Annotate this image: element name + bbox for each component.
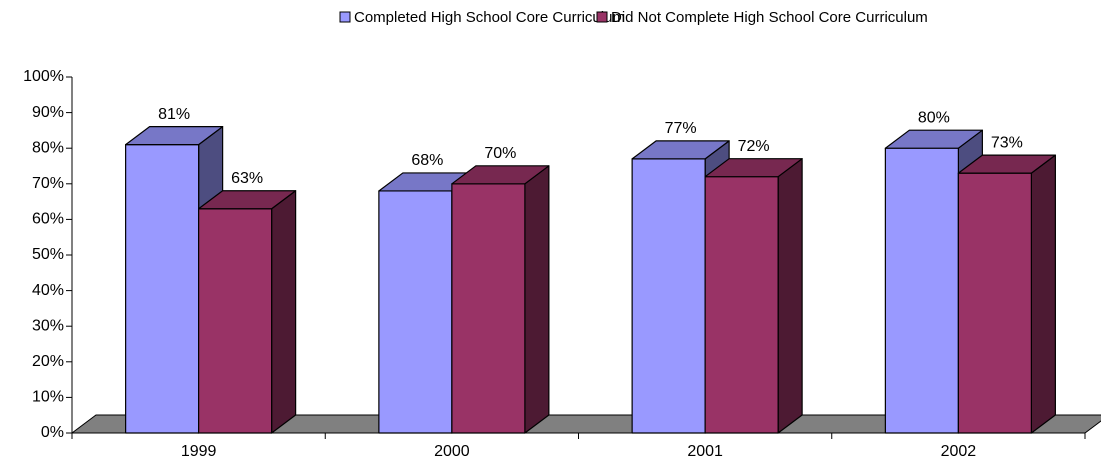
value-label: 77% [665,120,697,137]
bar-top [451,165,550,185]
bar-top [198,190,297,210]
bar-top [704,158,803,178]
bar [198,208,273,434]
bar [378,190,453,434]
value-label: 63% [231,170,263,187]
x-tick-label: 2002 [941,443,977,460]
y-tick-label: 30% [32,317,64,334]
y-tick-label: 80% [32,139,64,156]
value-label: 72% [738,138,770,155]
value-label: 73% [991,134,1023,151]
legend-label: Completed High School Core Curriculum [354,9,625,26]
y-tick-label: 10% [32,389,64,406]
y-tick-label: 50% [32,246,64,263]
value-label: 70% [484,145,516,162]
value-label: 80% [918,109,950,126]
value-label: 81% [158,106,190,123]
y-tick-label: 20% [32,353,64,370]
legend-swatch [596,11,608,23]
y-tick-label: 70% [32,175,64,192]
y-tick-label: 90% [32,104,64,121]
legend-label: Did Not Complete High School Core Curric… [611,9,928,26]
y-tick-label: 40% [32,282,64,299]
legend-swatch [339,11,351,23]
bar [631,158,706,434]
bar-side [1030,154,1056,434]
bar [125,144,200,434]
bar [884,147,959,434]
x-tick-label: 2001 [687,443,723,460]
bar-side [271,190,297,434]
value-label: 68% [411,152,443,169]
bar-top [884,129,983,149]
y-tick-label: 100% [23,68,64,85]
bar-side [524,165,550,434]
y-tick-label: 0% [41,424,64,441]
bar [451,183,526,434]
bar-top [631,140,730,160]
x-tick-label: 2000 [434,443,470,460]
bar [704,176,779,434]
y-tick-label: 60% [32,211,64,228]
bar-top [957,154,1056,174]
bar-side [777,158,803,434]
bar [957,172,1032,434]
x-tick-label: 1999 [181,443,217,460]
bar-top [125,126,224,146]
